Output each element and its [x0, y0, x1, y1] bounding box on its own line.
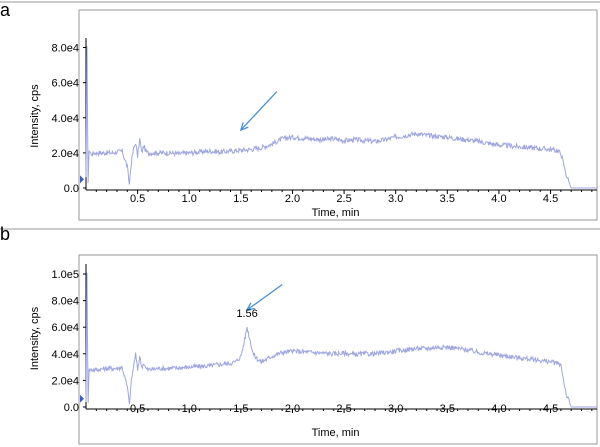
y-tick-label-a: 0.0 — [64, 183, 79, 195]
y-tick-label-a: 6.0e4 — [51, 78, 79, 90]
panel-b: b 0.0 2.0e4 4.0e4 6.0e4 8.0e4 1.0e5 0.5 1.0 1.5 2… — [0, 224, 598, 445]
axes-a: 0.0 2.0e4 4.0e4 6.0e4 8.0e4 0.5 1.0 1.5 2.0 2.5 3.… — [29, 38, 597, 219]
arrow-head-a — [239, 122, 249, 132]
arrow-annotation-b — [246, 284, 283, 311]
x-tick-label-b: 0.5 — [130, 403, 145, 415]
x-tick-label-b: 3.5 — [440, 403, 455, 415]
y-tick-label-a: 4.0e4 — [51, 113, 79, 125]
x-tick-label-b: 2.0 — [285, 403, 300, 415]
y-axis-title-b: Intensity, cps — [29, 306, 41, 370]
arrow-annotation-a — [240, 90, 278, 131]
x-tick-label-b: 2.5 — [336, 403, 351, 415]
series-trace-b — [85, 272, 597, 408]
y-tick-label-b: 6.0e4 — [51, 322, 79, 334]
peak-label-b: 1.56 — [236, 308, 257, 320]
x-tick-label-a: 3.5 — [440, 193, 455, 205]
chart-frame-a — [78, 9, 598, 221]
x-tick-label-a: 2.5 — [336, 193, 351, 205]
panel-letter-b: b — [0, 224, 10, 244]
x-tick-label-b: 3.0 — [388, 403, 403, 415]
y-tick-label-a: 8.0e4 — [51, 43, 79, 55]
x-tick-label-a: 3.0 — [388, 193, 403, 205]
x-tick-label-a: 1.5 — [233, 193, 248, 205]
x-tick-label-b: 4.0 — [491, 403, 506, 415]
baseline-marker-b — [80, 394, 84, 403]
x-axis-title-a: Time, min — [312, 207, 360, 219]
x-tick-label-a: 0.5 — [130, 193, 145, 205]
y-tick-label-a: 2.0e4 — [51, 148, 79, 160]
y-tick-label-b: 1.0e5 — [51, 269, 79, 281]
x-tick-label-b: 1.0 — [182, 403, 197, 415]
y-tick-label-b: 2.0e4 — [51, 375, 79, 387]
panel-letter-a: a — [0, 0, 11, 20]
x-tick-label-b: 4.5 — [543, 403, 558, 415]
axes-b: 0.0 2.0e4 4.0e4 6.0e4 8.0e4 1.0e5 0.5 1.0 1.5 2.0… — [29, 264, 597, 439]
chart-frame-b — [78, 254, 598, 445]
x-tick-label-a: 1.0 — [182, 193, 197, 205]
x-tick-label-a: 2.0 — [285, 193, 300, 205]
y-tick-label-b: 0.0 — [64, 402, 79, 414]
annotations-a — [239, 90, 278, 132]
x-axis-title-b: Time, min — [312, 427, 360, 439]
annotations-b: 1.56 — [236, 284, 283, 320]
y-tick-label-b: 4.0e4 — [51, 349, 79, 361]
y-axis-title-a: Intensity, cps — [29, 84, 41, 148]
panel-a: a 0.0 2.0e4 4.0e4 6.0e4 8.0e4 0.5 1.0 1.5 2.0 2.5… — [0, 0, 600, 221]
series-trace-a — [85, 46, 597, 189]
baseline-marker-a — [80, 175, 84, 184]
y-tick-label-b: 8.0e4 — [51, 296, 79, 308]
arrow-head-b — [245, 302, 256, 311]
x-tick-label-a: 4.5 — [543, 193, 558, 205]
x-tick-label-a: 4.0 — [491, 193, 506, 205]
x-tick-label-b: 1.5 — [233, 403, 248, 415]
